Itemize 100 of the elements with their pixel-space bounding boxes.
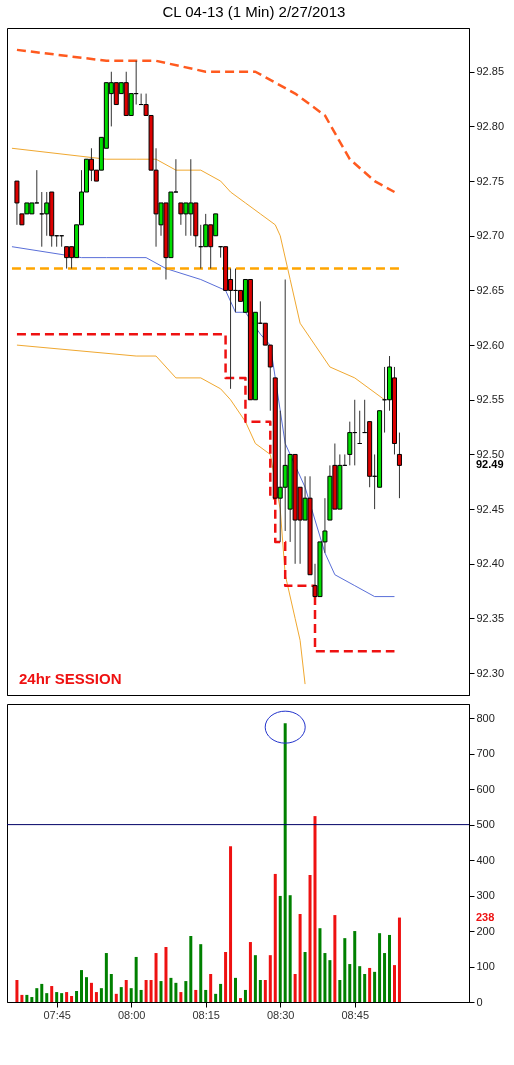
bar [278, 895, 282, 1002]
line-series [15, 48, 396, 194]
bar [293, 973, 297, 1002]
bar [149, 980, 153, 1002]
line-series [16, 344, 306, 685]
bar [323, 953, 327, 1002]
y-tick-label: 500 [476, 818, 495, 831]
y-tick-label: 92.60 [476, 338, 505, 351]
bar [179, 992, 183, 1002]
bar [353, 931, 357, 1002]
y-tick-label: 92.40 [476, 557, 505, 570]
bar [159, 981, 163, 1002]
y-tick-label: 700 [476, 747, 495, 760]
bar [154, 953, 158, 1002]
bar [209, 973, 213, 1002]
bar [318, 928, 322, 1002]
candlestick [396, 432, 402, 499]
bar [268, 955, 272, 1002]
y-tick-label: 92.85 [476, 65, 505, 78]
y-tick-label: 400 [476, 853, 495, 866]
bar [60, 993, 64, 1002]
y-tick-label: 92.75 [476, 174, 505, 187]
bar [234, 977, 238, 1002]
bar [229, 846, 233, 1002]
y-tick-label: 800 [476, 711, 495, 724]
candlestick [347, 421, 353, 466]
bar [388, 934, 392, 1002]
bar [298, 914, 302, 1002]
bar [99, 988, 103, 1002]
bar [89, 982, 93, 1002]
bar [80, 970, 84, 1002]
y-tick-label: 600 [476, 782, 495, 795]
annotation: 24hr SESSION [19, 670, 122, 687]
bar [363, 973, 367, 1002]
bar [199, 944, 203, 1002]
x-tick-label: 07:45 [43, 1008, 71, 1021]
bar [238, 998, 242, 1002]
bar [383, 953, 387, 1002]
y-tick-label: 92.65 [476, 283, 505, 296]
bar [368, 967, 372, 1002]
x-tick-label: 08:00 [117, 1008, 146, 1021]
bar [397, 917, 401, 1002]
bar [84, 977, 88, 1002]
bar [119, 987, 123, 1002]
candlestick [282, 278, 288, 532]
bar [258, 980, 262, 1002]
bar [308, 875, 312, 1002]
bar [219, 983, 223, 1002]
bar [204, 989, 208, 1002]
x-tick-label: 08:15 [192, 1008, 220, 1021]
bar [15, 980, 19, 1002]
bar [65, 992, 69, 1002]
bar [333, 915, 337, 1002]
bar [55, 992, 59, 1002]
x-tick-label: 08:30 [266, 1008, 295, 1021]
bar [303, 951, 307, 1002]
bar [139, 989, 143, 1002]
bar [40, 983, 44, 1002]
bar [20, 994, 24, 1002]
bar [25, 994, 29, 1002]
y-tick-label: 92.80 [476, 119, 505, 132]
bar [144, 980, 148, 1002]
bar [348, 964, 352, 1002]
y-tick-label: 92.45 [476, 502, 505, 515]
bar [273, 873, 277, 1002]
bar [70, 995, 74, 1002]
bar [194, 989, 198, 1002]
candlestick [39, 191, 45, 248]
candlestick [64, 246, 70, 270]
bar [45, 993, 49, 1002]
bar [124, 980, 128, 1002]
bar [224, 951, 228, 1002]
bar [378, 933, 382, 1002]
candlestick [44, 191, 50, 237]
bar [169, 977, 173, 1002]
text: 238 [476, 910, 495, 923]
bar [164, 947, 168, 1002]
bar [343, 938, 347, 1002]
bar [50, 986, 54, 1002]
y-tick-label: 92.30 [476, 666, 505, 679]
bar [214, 993, 218, 1002]
chart-title: CL 04-13 (1 Min) 2/27/2013 [162, 2, 346, 20]
bar [243, 989, 247, 1002]
bar [248, 942, 252, 1002]
text: 92.49 [476, 458, 504, 471]
y-tick-label: 200 [476, 924, 495, 937]
line-series [11, 246, 395, 598]
bar [75, 991, 79, 1002]
candlestick [178, 202, 184, 226]
candlestick [203, 213, 209, 248]
bar [184, 981, 188, 1002]
bar [189, 936, 193, 1002]
y-tick-label: 92.55 [476, 393, 505, 406]
y-tick-label: 92.50 [476, 447, 505, 460]
bar [253, 955, 257, 1002]
y-tick-label: 300 [476, 889, 495, 902]
bar [358, 966, 362, 1002]
bar [313, 816, 317, 1002]
bar [129, 988, 133, 1002]
y-tick-label: 100 [476, 960, 495, 973]
